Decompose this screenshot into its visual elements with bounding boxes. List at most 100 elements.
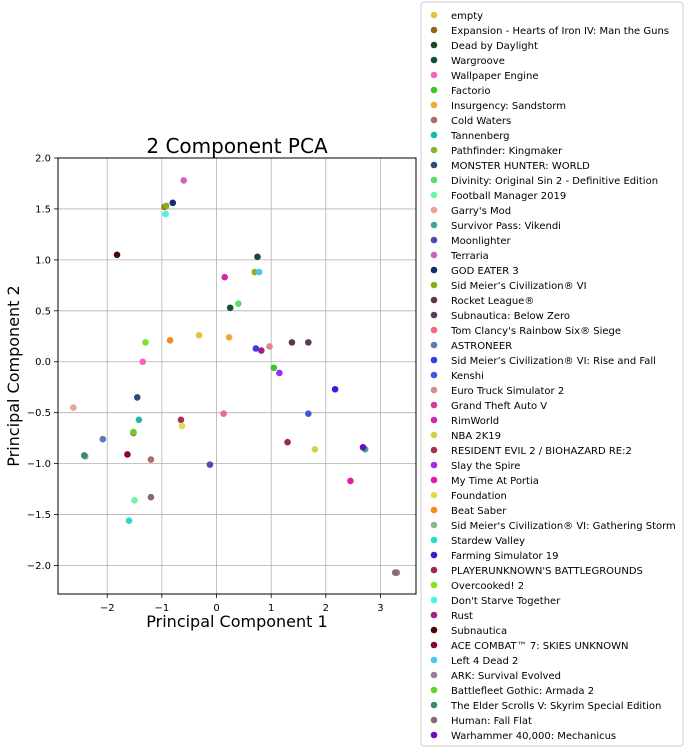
data-point (266, 343, 273, 350)
data-point (135, 416, 143, 424)
data-point (288, 339, 296, 346)
legend-marker (430, 491, 438, 499)
legend-marker (430, 656, 438, 664)
legend-marker (430, 671, 438, 679)
legend-label: Left 4 Dead 2 (451, 656, 518, 667)
legend-label: GOD EATER 3 (451, 266, 519, 277)
legend-marker (430, 191, 438, 199)
data-point (133, 394, 141, 401)
data-point (305, 410, 312, 417)
legend-marker (430, 626, 438, 634)
legend-marker (430, 461, 438, 469)
legend-marker (430, 581, 438, 589)
legend-label: My Time At Portia (451, 476, 539, 487)
data-point (70, 404, 77, 411)
legend-label: PLAYERUNKNOWN'S BATTLEGROUNDS (451, 566, 643, 577)
data-point (147, 456, 155, 463)
data-point (254, 253, 261, 261)
legend-marker (430, 551, 438, 559)
legend-label: The Elder Scrolls V: Skyrim Special Edit… (450, 701, 661, 712)
data-point (99, 435, 107, 443)
legend-marker (430, 116, 438, 124)
data-point (270, 364, 278, 372)
data-point (284, 438, 291, 446)
legend-label: Sid Meier's Civilization® VI: Gathering … (451, 521, 676, 532)
legend-label: ARK: Survival Evolved (451, 671, 561, 682)
legend-label: Pathfinder: Kingmaker (451, 146, 563, 157)
legend-marker (430, 266, 438, 274)
legend-marker (430, 596, 438, 604)
legend-marker (430, 281, 438, 289)
legend-marker (430, 566, 438, 574)
data-point (347, 477, 354, 485)
legend-marker (430, 716, 438, 724)
legend-marker (430, 221, 438, 229)
legend-label: Grand Theft Auto V (451, 401, 547, 412)
legend-marker (430, 41, 438, 49)
legend-label: Euro Truck Simulator 2 (451, 386, 564, 397)
legend-marker (430, 101, 438, 109)
legend-label: Rust (451, 611, 473, 622)
x-tick-label: 0 (213, 603, 219, 614)
legend-label: Don't Starve Together (451, 596, 561, 607)
legend-label: Garry's Mod (451, 206, 511, 217)
legend-label: MONSTER HUNTER: WORLD (451, 161, 590, 172)
x-tick-label: 3 (377, 603, 383, 614)
chart-title: 2 Component PCA (146, 134, 328, 158)
data-point (139, 358, 147, 366)
y-tick-label: −1.0 (27, 459, 51, 470)
legend-marker (430, 386, 438, 394)
legend-marker (430, 236, 438, 244)
grid-lines (58, 157, 416, 594)
data-point (220, 410, 227, 417)
legend-label: Terraria (450, 251, 489, 262)
legend-label: Human: Fall Flat (451, 716, 532, 727)
x-tick-label: −2 (100, 603, 115, 614)
legend-marker (430, 536, 438, 544)
legend-marker (430, 146, 438, 154)
legend-label: RimWorld (451, 416, 499, 427)
data-point (147, 493, 155, 501)
data-point (177, 416, 185, 424)
y-tick-label: −2.0 (27, 561, 51, 572)
legend-marker (430, 431, 438, 439)
legend-marker (430, 176, 438, 184)
x-tick-label: −1 (154, 603, 169, 614)
legend-label: Football Manager 2019 (451, 191, 566, 202)
y-tick-label: 0.0 (35, 357, 51, 368)
legend-marker (430, 86, 438, 94)
legend-label: Cold Waters (451, 116, 511, 127)
y-tick-label: 1.5 (35, 204, 51, 215)
x-tick-label: 1 (268, 603, 274, 614)
legend-label: Sid Meier’s Civilization® VI: Rise and F… (451, 356, 656, 367)
legend-label: RESIDENT EVIL 2 / BIOHAZARD RE:2 (451, 446, 632, 457)
legend-marker (430, 206, 438, 214)
legend-marker (430, 416, 438, 424)
legend-label: Survivor Pass: Vikendi (451, 221, 561, 232)
x-tick-label: 2 (323, 603, 329, 614)
data-point (130, 428, 137, 436)
legend-label: NBA 2K19 (451, 431, 501, 442)
legend-marker (430, 71, 438, 79)
plot-area (58, 158, 416, 594)
plot-frame (57, 157, 417, 595)
data-point (276, 369, 283, 377)
data-point (162, 202, 170, 210)
legend-label: Divinity: Original Sin 2 - Definitive Ed… (451, 176, 658, 187)
y-axis-label: Principal Component 2 (4, 285, 23, 466)
x-axis-label: Principal Component 1 (146, 612, 327, 631)
legend-marker (430, 476, 438, 484)
legend-label: Stardew Valley (451, 536, 525, 547)
legend-label: Rocket League® (451, 296, 534, 307)
axis-ticks: −2 −1 0 1 2 3 −2.0 −1.5 −1.0 −0.5 0.0 0.5 1.0 1.5 2.0 (27, 154, 384, 615)
legend-label: Foundation (451, 491, 507, 502)
data-point (124, 451, 131, 458)
legend-frame (420, 1, 684, 747)
y-tick-label: 2.0 (35, 154, 51, 165)
data-point (180, 177, 188, 184)
legend-marker (430, 731, 438, 739)
legend-marker (430, 371, 438, 379)
data-point (162, 210, 169, 218)
legend-marker (430, 611, 438, 619)
